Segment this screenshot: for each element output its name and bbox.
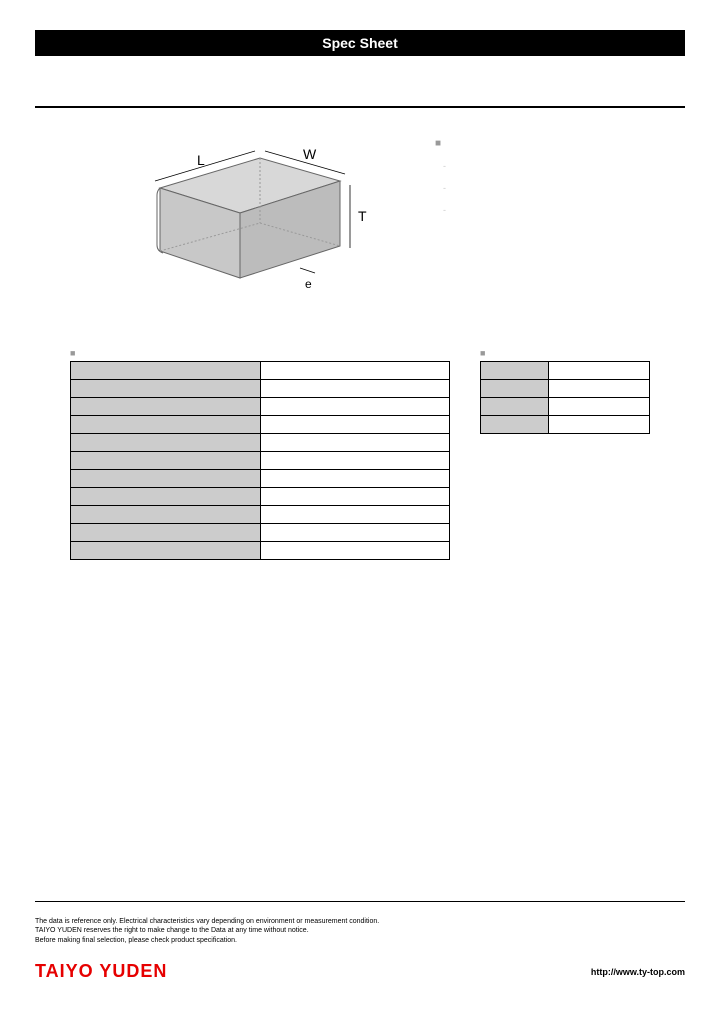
spec-table-marker: ■: [70, 348, 450, 358]
table-row: [481, 416, 650, 434]
feature-item: -: [443, 183, 685, 193]
dim-label-W: W: [303, 146, 317, 162]
table-row: [71, 506, 450, 524]
website-url: http://www.ty-top.com: [591, 967, 685, 977]
feature-list: ■ - - -: [435, 133, 685, 308]
divider: [35, 106, 685, 108]
component-diagram: L W T e: [115, 133, 395, 308]
table-row: [481, 398, 650, 416]
feature-item: -: [443, 205, 685, 215]
footer-divider: [35, 901, 685, 902]
dim-table-marker: ■: [480, 348, 650, 358]
table-row: [71, 542, 450, 560]
table-row: [71, 398, 450, 416]
table-row: [71, 488, 450, 506]
table-row: [481, 362, 650, 380]
dim-table: [480, 361, 650, 434]
feature-item: -: [443, 161, 685, 171]
table-row: [481, 380, 650, 398]
dim-label-e: e: [305, 277, 312, 291]
table-row: [71, 416, 450, 434]
spec-table: [70, 361, 450, 560]
disclaimer: The data is reference only. Electrical c…: [35, 917, 685, 946]
page-title: Spec Sheet: [35, 30, 685, 56]
table-row: [71, 452, 450, 470]
dim-label-T: T: [358, 208, 367, 224]
table-row: [71, 524, 450, 542]
company-logo: TAIYO YUDEN: [35, 961, 167, 982]
table-row: [71, 434, 450, 452]
table-row: [71, 470, 450, 488]
square-icon: ■: [435, 138, 441, 149]
table-row: [71, 362, 450, 380]
dim-label-L: L: [197, 152, 205, 168]
table-row: [71, 380, 450, 398]
